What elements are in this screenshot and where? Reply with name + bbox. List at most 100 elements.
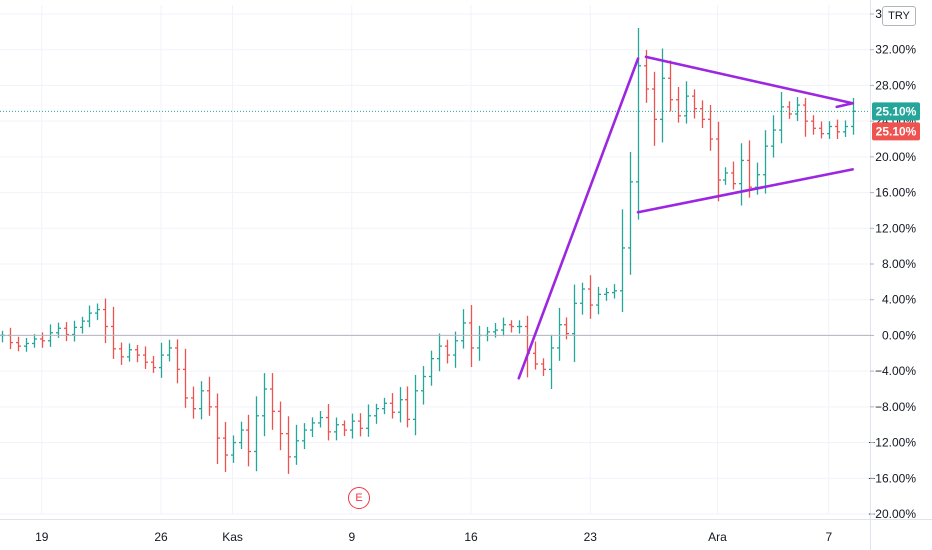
ohlc-bar xyxy=(660,48,665,143)
ohlc-bar xyxy=(143,346,148,369)
ohlc-bar xyxy=(716,121,721,202)
ohlc-bar xyxy=(421,366,426,405)
ohlc-bar xyxy=(485,326,490,342)
ohlc-bar xyxy=(557,307,562,361)
ohlc-bar xyxy=(135,344,140,363)
ohlc-bar xyxy=(32,334,37,348)
y-tick-label: −8.00% xyxy=(875,400,916,414)
ohlc-bar xyxy=(0,330,5,343)
ohlc-bar xyxy=(246,414,251,467)
earnings-event-icon[interactable]: E xyxy=(348,487,370,509)
ohlc-bar xyxy=(835,119,840,140)
y-tick-label: −12.00% xyxy=(868,436,916,450)
x-tick-label: Kas xyxy=(222,530,243,544)
currency-button[interactable]: TRY xyxy=(882,6,916,26)
x-tick-label: 7 xyxy=(825,530,832,544)
ohlc-bar xyxy=(708,104,713,151)
ohlc-bar xyxy=(453,331,458,368)
x-tick-label: 9 xyxy=(348,530,355,544)
y-tick-label: 28.00% xyxy=(875,78,916,92)
ohlc-bar xyxy=(318,411,323,428)
ohlc-bar xyxy=(326,404,331,441)
y-tick-label: 32.00% xyxy=(875,43,916,57)
ohlc-bar xyxy=(72,320,77,342)
ohlc-bar xyxy=(445,339,450,364)
ohlc-bar xyxy=(270,373,275,430)
ohlc-bar xyxy=(763,130,768,194)
ohlc-bar xyxy=(151,355,156,373)
x-tick-label: 19 xyxy=(35,530,49,544)
ohlc-bar xyxy=(747,140,752,198)
ohlc-bar xyxy=(580,282,585,315)
ohlc-bar xyxy=(24,337,29,352)
ohlc-bar xyxy=(278,401,283,451)
ohlc-bar xyxy=(40,332,45,348)
ohlc-bar xyxy=(779,91,784,144)
ohlc-bar xyxy=(342,420,347,437)
ohlc-bar xyxy=(302,423,307,450)
ohlc-bar xyxy=(207,376,212,416)
ohlc-bar xyxy=(254,396,259,472)
ohlc-bar xyxy=(819,121,824,139)
y-tick-label: 8.00% xyxy=(882,257,916,271)
ohlc-bar xyxy=(509,320,514,333)
ohlc-bar xyxy=(437,333,442,372)
ohlc-bar xyxy=(366,404,371,437)
y-tick-label: −20.00% xyxy=(868,507,916,521)
last-value-badge xyxy=(872,122,920,141)
last-value-label: 25.10% xyxy=(872,122,920,141)
ohlc-bar xyxy=(811,115,816,135)
ohlc-bar xyxy=(95,303,100,321)
last-value-text: 25.10% xyxy=(876,104,917,118)
ohlc-bar xyxy=(787,101,792,119)
ohlc-bar xyxy=(191,386,196,419)
ohlc-bar xyxy=(358,413,363,437)
ohlc-bar xyxy=(771,115,776,158)
ohlc-bar xyxy=(588,275,593,319)
ohlc-bar xyxy=(334,417,339,441)
ohlc-bar xyxy=(668,60,673,112)
ohlc-bar xyxy=(231,435,236,463)
last-value-label: 25.10% xyxy=(872,102,920,121)
ohlc-bar xyxy=(175,339,180,384)
ohlc-bar xyxy=(795,97,800,121)
bars-layer xyxy=(0,28,856,474)
ohlc-bar xyxy=(692,89,697,119)
ohlc-bar xyxy=(533,341,538,370)
x-tick-label: Ara xyxy=(708,530,727,544)
y-tick-label: 16.00% xyxy=(875,186,916,200)
ohlc-bar xyxy=(731,161,736,190)
ohlc-bar xyxy=(700,100,705,129)
ohlc-bar xyxy=(294,424,299,465)
y-tick-label: −4.00% xyxy=(875,364,916,378)
ohlc-bar xyxy=(469,305,474,367)
x-tick-label: 16 xyxy=(464,530,478,544)
ohlc-bar xyxy=(620,209,625,313)
ohlc-bar xyxy=(517,320,522,334)
ohlc-bar xyxy=(596,286,601,315)
ohlc-bar xyxy=(350,413,355,439)
ohlc-bar xyxy=(199,381,204,420)
ohlc-bar xyxy=(310,417,315,438)
ohlc-bar xyxy=(262,373,267,437)
ohlc-bar xyxy=(80,316,85,334)
ohlc-bar xyxy=(739,143,744,206)
ohlc-bar xyxy=(628,152,633,275)
ohlc-bar xyxy=(461,309,466,349)
ohlc-bar xyxy=(398,387,403,423)
ohlc-bar xyxy=(541,358,546,377)
ohlc-bar xyxy=(644,49,649,103)
y-tick-label: 0.00% xyxy=(882,328,916,342)
ohlc-bar xyxy=(413,374,418,436)
ohlc-bar xyxy=(564,317,569,340)
ohlc-bar xyxy=(803,98,808,137)
ohlc-bar xyxy=(636,28,641,220)
ohlc-bar xyxy=(382,397,387,415)
x-tick-label: 26 xyxy=(154,530,168,544)
ohlc-bar xyxy=(111,306,116,359)
x-tick-label: 23 xyxy=(584,530,598,544)
ohlc-bar xyxy=(827,121,832,139)
ohlc-bar xyxy=(723,167,728,185)
